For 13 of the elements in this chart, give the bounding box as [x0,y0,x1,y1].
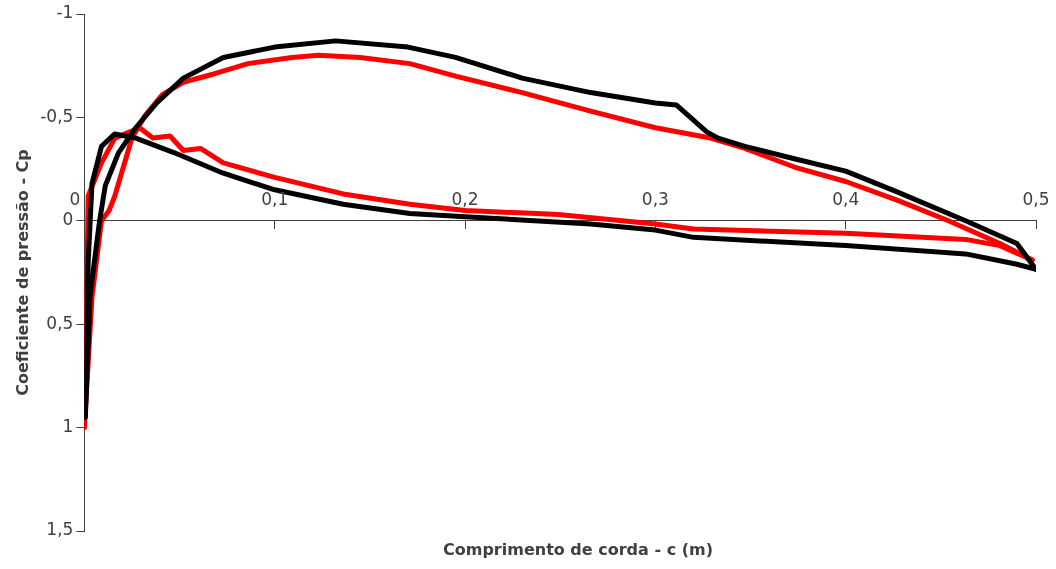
x-tick-label: 0,1 [261,188,289,209]
y-tick-label: 1 [62,416,74,437]
x-tick-label: 0,3 [641,188,669,209]
x-tick-label: 0,5 [1022,188,1050,209]
y-tick-label: 0 [62,209,74,230]
x-tick-label: 0,2 [451,188,479,209]
y-tick-label: -1 [56,2,74,23]
y-tick-label: 1,5 [46,519,74,540]
x-tick-label: 0,4 [832,188,860,209]
y-axis-title: Coeficiente de pressão - Cp [12,149,32,396]
y-tick-label: -0,5 [40,105,74,126]
x-axis-title: Comprimento de corda - c (m) [442,540,714,559]
y-tick-label: 0,5 [46,312,74,333]
